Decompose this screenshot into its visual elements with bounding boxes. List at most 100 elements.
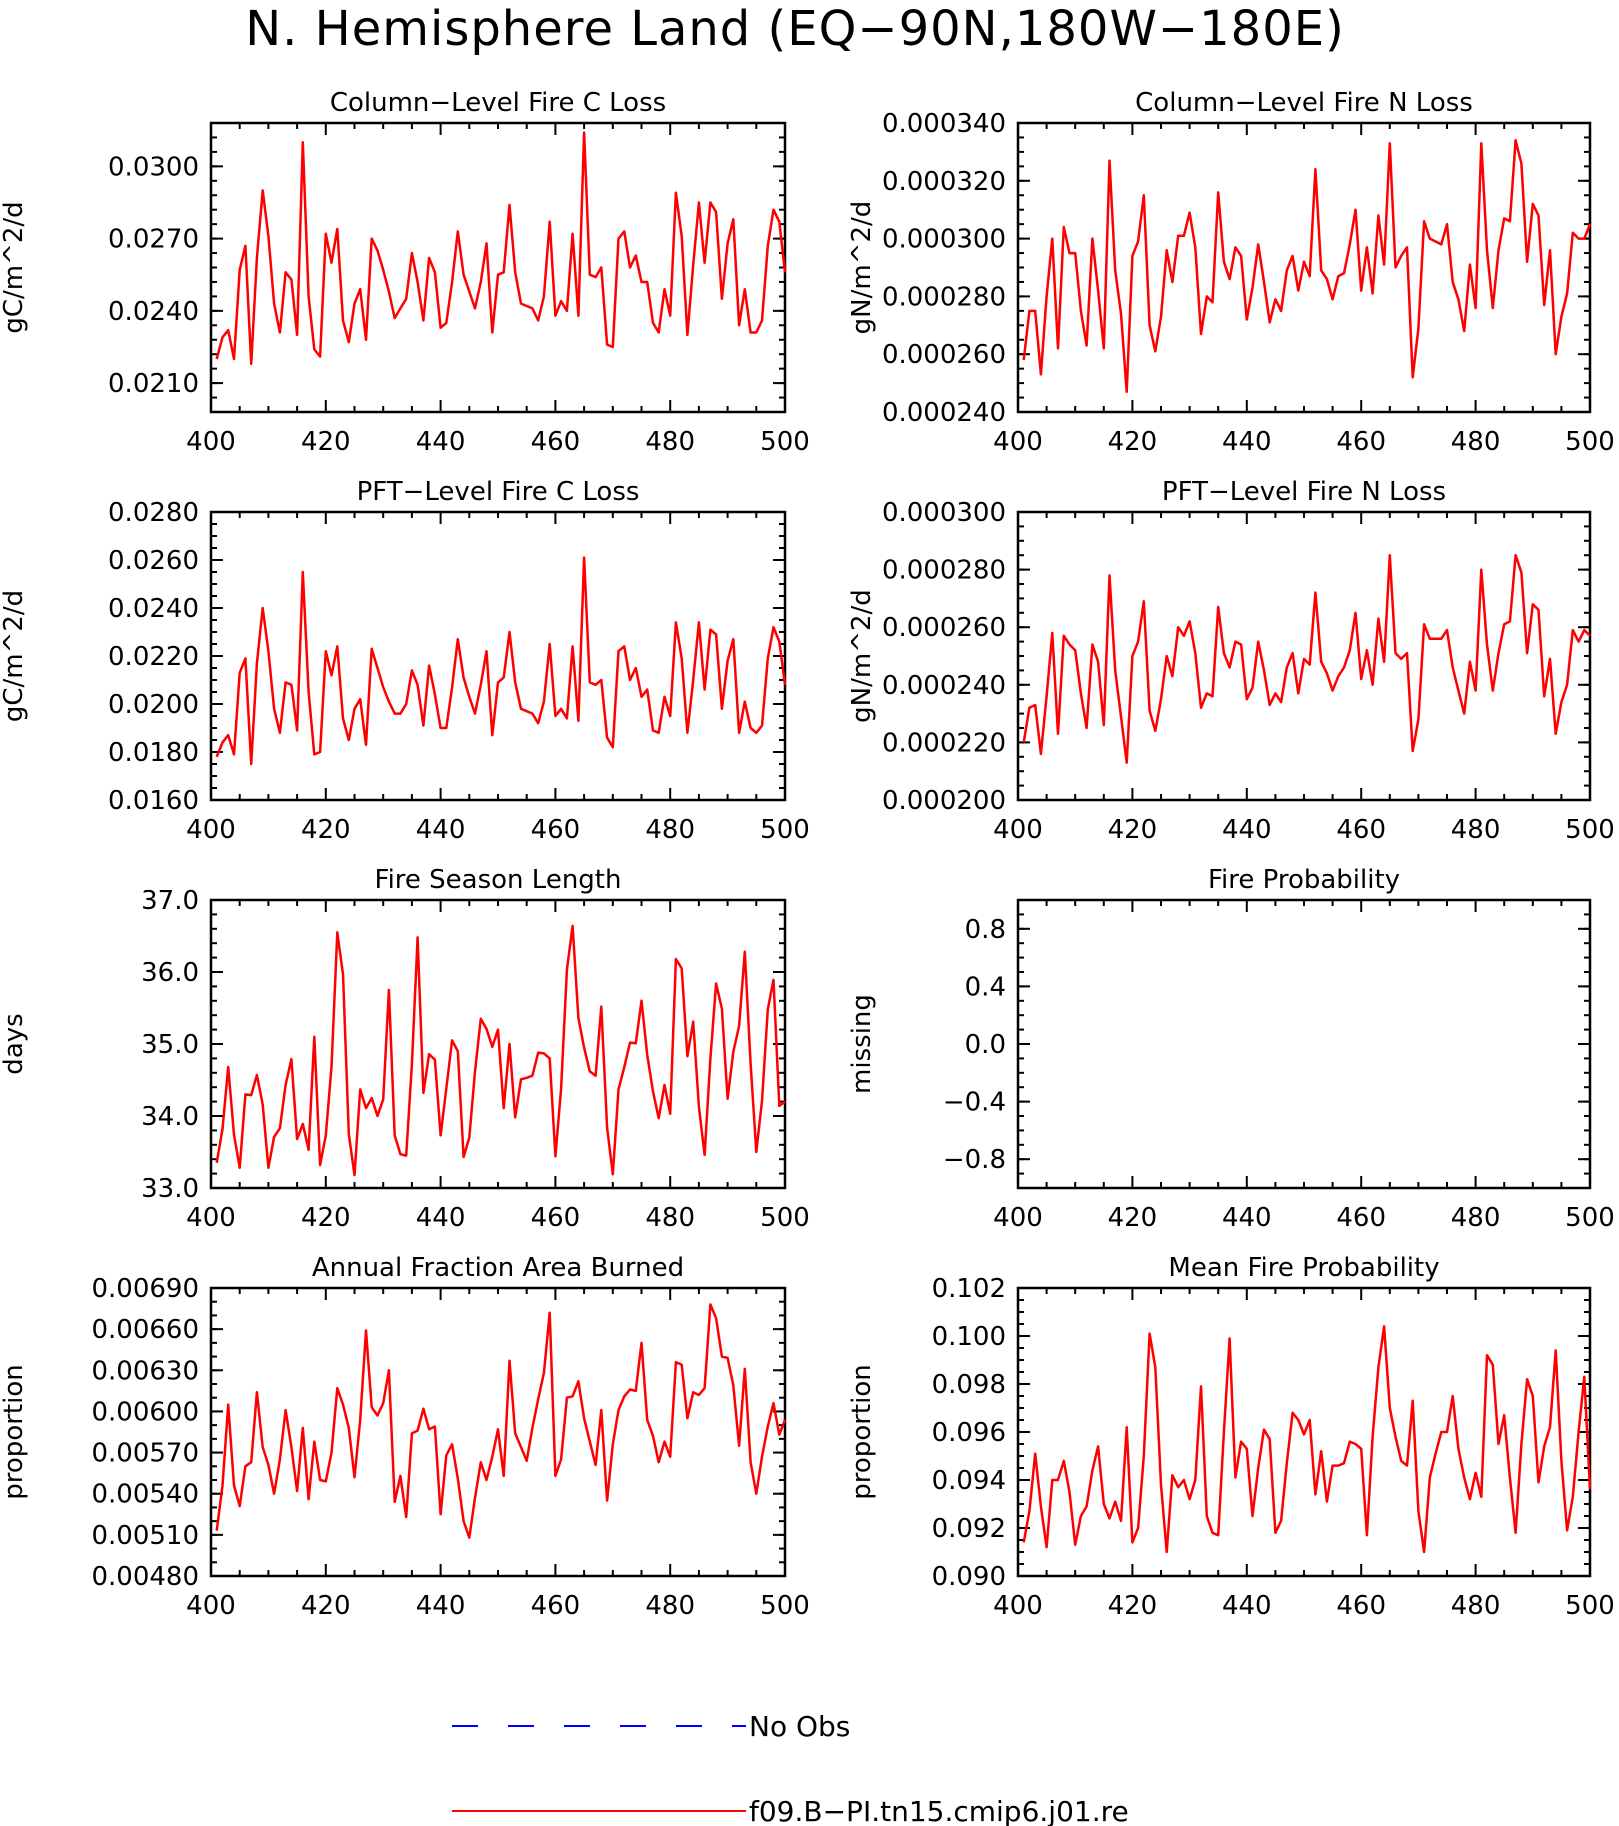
y-tick-label: 0.000240 bbox=[882, 398, 1006, 428]
y-tick-label: 0.0180 bbox=[108, 738, 199, 768]
y-tick-label: 0.00480 bbox=[91, 1562, 199, 1592]
x-tick-label: 420 bbox=[1108, 1591, 1158, 1621]
series-line bbox=[1022, 553, 1591, 764]
panel-title: Column−Level Fire N Loss bbox=[1135, 88, 1473, 118]
y-tick-label: 34.0 bbox=[141, 1102, 199, 1132]
y-tick-label: 0.0 bbox=[965, 1030, 1006, 1060]
y-tick-label: 0.094 bbox=[932, 1466, 1006, 1496]
panel-title: PFT−Level Fire C Loss bbox=[357, 477, 640, 507]
y-tick-label: 0.000320 bbox=[882, 167, 1006, 197]
y-tick-label: 0.000340 bbox=[882, 109, 1006, 139]
x-tick-label: 400 bbox=[186, 815, 236, 845]
y-tick-label: 0.0200 bbox=[108, 690, 199, 720]
plot-frame bbox=[209, 510, 787, 802]
x-tick-label: 480 bbox=[1451, 815, 1501, 845]
panel-title: Fire Probability bbox=[1208, 865, 1400, 895]
panel-title: Mean Fire Probability bbox=[1168, 1253, 1439, 1283]
x-tick-label: 500 bbox=[760, 1591, 810, 1621]
x-tick-label: 460 bbox=[531, 1591, 581, 1621]
x-tick-label: 500 bbox=[1565, 1591, 1615, 1621]
series-line bbox=[215, 556, 787, 766]
y-tick-label: 0.096 bbox=[932, 1418, 1006, 1448]
y-tick-label: 0.4 bbox=[965, 972, 1006, 1002]
y-tick-label: −0.4 bbox=[943, 1088, 1006, 1118]
y-tick-label: 0.090 bbox=[932, 1562, 1006, 1592]
y-tick-label: 0.000260 bbox=[882, 613, 1006, 643]
x-tick-label: 500 bbox=[760, 427, 810, 457]
y-axis-label: gC/m^2/d bbox=[0, 201, 29, 333]
x-tick-label: 420 bbox=[301, 427, 351, 457]
x-tick-label: 500 bbox=[1565, 427, 1615, 457]
x-tick-label: 480 bbox=[1451, 1203, 1501, 1233]
plot-frame bbox=[209, 121, 787, 414]
y-tick-label: 0.098 bbox=[932, 1370, 1006, 1400]
x-tick-label: 500 bbox=[760, 1203, 810, 1233]
x-tick-label: 480 bbox=[645, 1203, 695, 1233]
plot-frame bbox=[1016, 510, 1592, 802]
x-tick-label: 440 bbox=[1222, 1591, 1272, 1621]
x-tick-label: 440 bbox=[416, 427, 466, 457]
y-axis-label: missing bbox=[847, 994, 877, 1094]
x-tick-label: 440 bbox=[416, 1203, 466, 1233]
series-line bbox=[215, 1303, 787, 1539]
x-tick-label: 480 bbox=[645, 815, 695, 845]
y-tick-label: 0.00660 bbox=[91, 1315, 199, 1345]
x-tick-label: 460 bbox=[1336, 1591, 1386, 1621]
y-tick-label: 0.0220 bbox=[108, 642, 199, 672]
y-tick-label: 0.000220 bbox=[882, 728, 1006, 758]
panel-8: 400 420 440 460 480 500 0.090 0.092 0.094 0.096 0.… bbox=[847, 1253, 1615, 1621]
x-tick-label: 480 bbox=[645, 427, 695, 457]
x-tick-label: 400 bbox=[186, 427, 236, 457]
y-tick-label: 0.0300 bbox=[108, 152, 199, 182]
y-tick-label: 36.0 bbox=[141, 958, 199, 988]
y-tick-label: 0.0270 bbox=[108, 225, 199, 255]
y-axis-label: proportion bbox=[847, 1364, 877, 1499]
y-tick-label: 35.0 bbox=[141, 1030, 199, 1060]
y-tick-label: 0.00540 bbox=[91, 1480, 199, 1510]
panel-1: 400 420 440 460 480 500 0.0210 0.0240 0.0270 0.03… bbox=[0, 88, 810, 457]
panel-5: 400 420 440 460 480 500 33.0 34.0 35.0 36.0 37.0 da… bbox=[0, 865, 810, 1233]
plot-frame bbox=[1016, 898, 1592, 1190]
y-tick-label: 0.00600 bbox=[91, 1397, 199, 1427]
y-tick-label: 0.100 bbox=[932, 1322, 1006, 1352]
legend: No Obs f09.B−PI.tn15.cmip6.j01.re bbox=[452, 1710, 1129, 1826]
x-tick-label: 400 bbox=[993, 815, 1043, 845]
y-tick-label: 0.0240 bbox=[108, 594, 199, 624]
panel-6: 400 420 440 460 480 500 −0.8 −0.4 0.0 0.4 0.8 missi… bbox=[847, 865, 1615, 1233]
x-tick-label: 480 bbox=[1451, 427, 1501, 457]
legend-obs-label: No Obs bbox=[749, 1710, 850, 1743]
x-tick-label: 460 bbox=[531, 427, 581, 457]
x-tick-label: 400 bbox=[186, 1591, 236, 1621]
x-tick-label: 440 bbox=[1222, 427, 1272, 457]
y-tick-label: 0.0210 bbox=[108, 369, 199, 399]
panel-3: 400 420 440 460 480 500 0.0160 0.0180 0.0200 0.02… bbox=[0, 477, 810, 845]
y-tick-label: 0.000280 bbox=[882, 282, 1006, 312]
x-tick-label: 500 bbox=[760, 815, 810, 845]
y-axis-label: days bbox=[0, 1013, 29, 1074]
y-tick-label: 0.0160 bbox=[108, 786, 199, 816]
y-tick-label: 0.00690 bbox=[91, 1274, 199, 1304]
x-tick-label: 460 bbox=[531, 815, 581, 845]
x-tick-label: 420 bbox=[301, 1591, 351, 1621]
panel-7: 400 420 440 460 480 500 0.00480 0.00510 0.00540 0… bbox=[0, 1253, 810, 1621]
x-tick-label: 440 bbox=[416, 1591, 466, 1621]
y-tick-label: −0.8 bbox=[943, 1145, 1006, 1175]
x-tick-label: 420 bbox=[1108, 427, 1158, 457]
panel-title: Annual Fraction Area Burned bbox=[312, 1253, 684, 1283]
y-axis-label: gC/m^2/d bbox=[0, 590, 29, 722]
x-tick-label: 420 bbox=[301, 1203, 351, 1233]
x-tick-label: 500 bbox=[1565, 1203, 1615, 1233]
y-tick-label: 0.000200 bbox=[882, 786, 1006, 816]
y-tick-label: 0.0280 bbox=[108, 498, 199, 528]
y-tick-label: 0.00630 bbox=[91, 1356, 199, 1386]
panel-title: Fire Season Length bbox=[375, 865, 622, 895]
panels-group: 400 420 440 460 480 5000.02100.02400.02700.03… bbox=[0, 88, 1615, 1621]
y-tick-label: 0.0260 bbox=[108, 546, 199, 576]
panel-4: 400 420 440 460 480 500 0.000200 0.000220 0.0002… bbox=[847, 477, 1615, 845]
x-tick-label: 480 bbox=[645, 1591, 695, 1621]
y-tick-label: 0.000280 bbox=[882, 556, 1006, 586]
x-tick-label: 440 bbox=[1222, 1203, 1272, 1233]
figure-title: N. Hemisphere Land (EQ−90N,180W−180E) bbox=[245, 1, 1345, 57]
y-tick-label: 0.000260 bbox=[882, 340, 1006, 370]
x-tick-label: 460 bbox=[1336, 1203, 1386, 1233]
